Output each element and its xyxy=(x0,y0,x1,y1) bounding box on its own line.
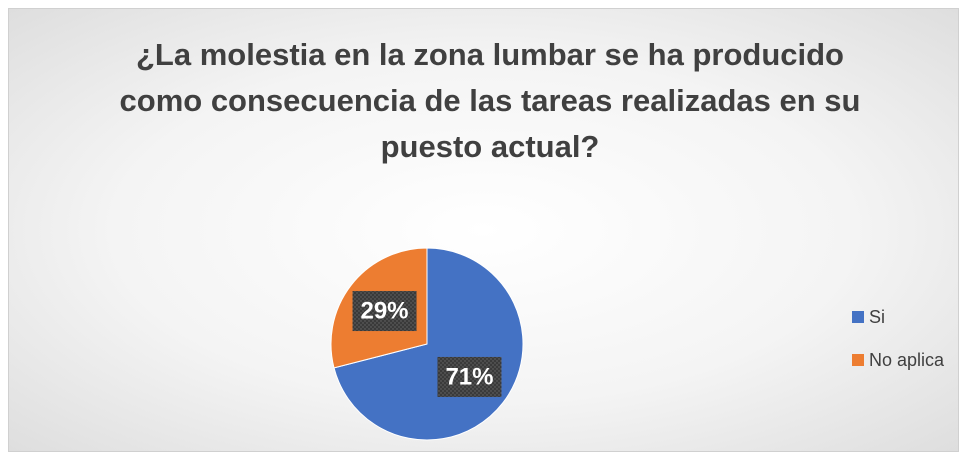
data-label: 29% xyxy=(360,297,408,324)
legend-swatch xyxy=(852,311,864,323)
legend-label: No aplica xyxy=(869,350,945,370)
chart-title: ¿La molestia en la zona lumbar se ha pro… xyxy=(119,37,861,164)
data-label: 71% xyxy=(445,363,493,390)
legend-label: Si xyxy=(869,307,885,327)
data-label-box xyxy=(437,356,502,397)
legend-swatch xyxy=(852,354,864,366)
data-label-box xyxy=(352,291,417,332)
